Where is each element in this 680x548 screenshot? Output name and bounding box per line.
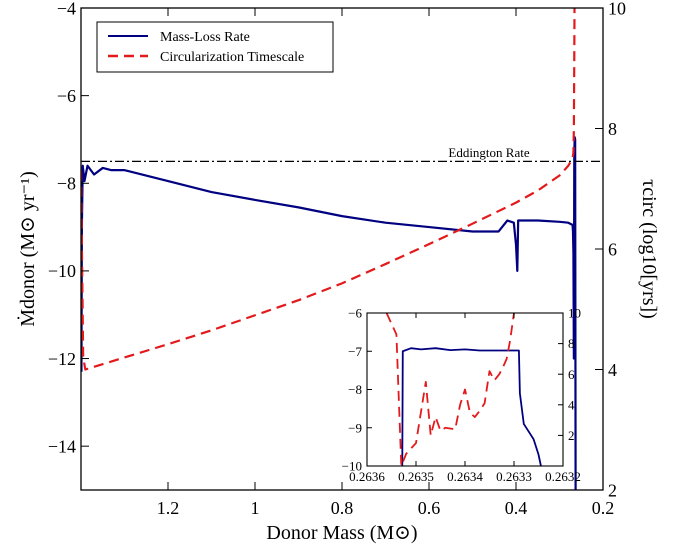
x-tick-label: 0.2634 [447,469,483,484]
y-left-tick-label: −8 [348,382,362,397]
legend: Mass-Loss Rate Circularization Timescale [96,21,334,73]
x-tick-label: 0.2632 [545,469,581,484]
y-left-tick-label: −8 [57,174,76,194]
inset-lines [385,313,542,466]
y-right-tick-label: 2 [568,428,575,443]
y-left-tick-label: −6 [348,306,362,321]
y-axis-label-right: τcirc (log10[yrs]) [638,179,660,319]
y-right-tick-label: 4 [568,397,575,412]
y-left-tick-label: −14 [48,436,76,456]
x-tick-label: 1 [251,498,260,518]
legend-label-mass-loss: Mass-Loss Rate [160,30,250,45]
y-right-tick-label: 4 [608,360,617,380]
x-tick-label: 0.2635 [398,469,434,484]
legend-label-circularization: Circularization Timescale [160,50,304,65]
y-left-tick-label: −10 [48,261,76,281]
series-line-mass-loss-rate [81,136,577,490]
x-axis-label: Donor Mass (M⊙) [266,522,417,544]
x-tick-label: 0.8 [331,498,354,518]
main-lines [81,8,603,490]
y-left-tick-label: −9 [348,420,362,435]
y-right-tick-label: 6 [608,239,617,259]
x-tick-label: 1.2 [157,498,180,518]
inset-plot: 0.2636 0.2635 0.2634 0.2633 0.2632 −6 −7 −8 −9 −1… [342,306,581,484]
y-right-tick-label: 2 [608,480,617,500]
inset-ticks: 0.2636 0.2635 0.2634 0.2633 0.2632 −6 −7 −8 −9 −1… [342,306,581,484]
y-left-tick-label: −6 [57,86,76,106]
main-plot: 1.2 1 0.8 0.6 0.4 0.2 −4 −6 −8 −10 −12 −14 2 4 6 8 10 Do… [16,0,660,544]
y-left-tick-label: −4 [57,0,76,18]
legend-box [96,21,334,73]
y-left-tick-label: −10 [342,459,362,474]
series-line-mass-loss-rate [401,347,542,466]
x-tick-label: 0.4 [505,498,528,518]
y-right-tick-label: 8 [608,119,617,139]
x-tick-label: 0.6 [418,498,441,518]
y-right-tick-label: 6 [568,367,575,382]
eddington-rate-annotation: Eddington Rate [448,145,529,160]
y-right-tick-label: 10 [608,0,626,18]
y-axis-label-left: Ṁdonor (M⊙ yr⁻¹) [16,171,39,327]
x-tick-label: 0.2636 [349,469,385,484]
y-right-tick-label: 8 [568,336,575,351]
x-tick-label: 0.2 [592,498,615,518]
main-ticks: 1.2 1 0.8 0.6 0.4 0.2 −4 −6 −8 −10 −12 −14 2 4 6 8 10 [48,0,626,518]
y-left-tick-label: −7 [348,344,362,359]
y-right-tick-label: 10 [568,306,581,321]
series-line-circularization-timescale [81,8,576,371]
y-left-tick-label: −12 [48,349,76,369]
x-tick-label: 0.2633 [496,469,532,484]
series-line-circularization-timescale [385,313,515,466]
